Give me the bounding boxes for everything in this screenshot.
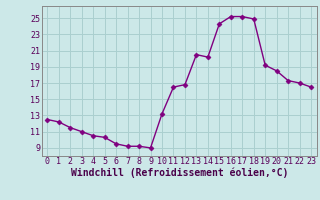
X-axis label: Windchill (Refroidissement éolien,°C): Windchill (Refroidissement éolien,°C) (70, 168, 288, 178)
